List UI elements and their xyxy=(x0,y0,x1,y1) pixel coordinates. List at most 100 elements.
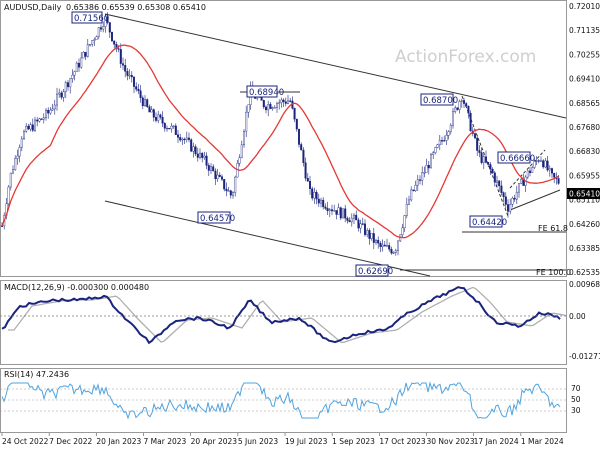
candle-body xyxy=(152,109,155,118)
candle-body xyxy=(86,44,89,57)
candle-body xyxy=(498,180,501,187)
annotation-0.68940: 0.68940 xyxy=(246,85,284,98)
annotation-0.64420: 0.64420 xyxy=(469,215,507,228)
date-tick-label: 30 Nov 2023 xyxy=(427,437,475,446)
candle-body xyxy=(463,100,466,104)
macd-main-line xyxy=(1,286,561,345)
candle-body xyxy=(513,197,516,200)
candle-body xyxy=(511,197,514,205)
candle-body xyxy=(132,76,135,87)
moving-average-line xyxy=(1,44,559,239)
main-panel-frame xyxy=(0,0,567,277)
candle-body xyxy=(262,100,265,108)
candle-body xyxy=(537,160,540,162)
svg-text:0.65410: 0.65410 xyxy=(569,190,600,199)
date-tick-label: 1 Sep 2023 xyxy=(332,437,375,446)
candle-body xyxy=(403,215,406,229)
candle-body xyxy=(185,137,188,140)
rsi-axis: 70 50 30 xyxy=(571,384,581,415)
candle-body xyxy=(150,109,153,113)
candle-body xyxy=(465,103,468,107)
chart-title: AUDUSD,Daily xyxy=(4,3,62,12)
price-tick-label: 0.70255 xyxy=(569,50,600,59)
candle-body xyxy=(126,71,129,76)
candle-body xyxy=(170,125,173,130)
candle-body xyxy=(205,155,208,166)
candle-body xyxy=(157,114,160,121)
candle-body xyxy=(487,162,490,165)
candle-body xyxy=(482,156,485,163)
candle-body xyxy=(557,178,560,184)
candle-body xyxy=(405,203,408,216)
candle-body xyxy=(509,204,512,212)
date-tick-label: 19 Jul 2023 xyxy=(285,437,328,446)
candle-body xyxy=(135,86,138,90)
candle-body xyxy=(278,102,281,104)
macd-tick-top: 0.009684 xyxy=(569,280,600,289)
candle-body xyxy=(342,208,345,219)
candle-body xyxy=(88,44,91,46)
candle-body xyxy=(383,244,386,247)
current-price-marker: 0.65410 xyxy=(567,188,600,199)
candle-body xyxy=(390,249,393,254)
candle-body xyxy=(117,48,120,50)
candle-body xyxy=(148,106,151,113)
candle-body xyxy=(174,125,177,135)
candle-body xyxy=(214,170,217,180)
candle-body xyxy=(161,117,164,124)
candle-body xyxy=(353,214,356,219)
candle-body xyxy=(300,144,303,151)
candle-body xyxy=(56,93,59,106)
candle-body xyxy=(379,242,382,247)
svg-text:0.64420: 0.64420 xyxy=(472,218,507,228)
candle-body xyxy=(408,199,411,205)
candle-body xyxy=(287,100,290,104)
candle-body xyxy=(520,178,523,184)
candle-body xyxy=(45,109,48,118)
channel-lower-line xyxy=(104,200,431,277)
candle-body xyxy=(203,155,206,158)
candle-body xyxy=(416,179,419,186)
candle-body xyxy=(474,133,477,139)
watermark: ActionForex.com xyxy=(395,47,536,67)
candle-body xyxy=(20,138,23,148)
candle-body xyxy=(306,178,309,182)
candle-body xyxy=(302,149,305,163)
candle-body xyxy=(333,210,336,212)
candle-body xyxy=(531,167,534,173)
price-axis: 0.72010 0.71135 0.70255 0.69410 0.68565 0.676… xyxy=(569,2,600,277)
candle-body xyxy=(265,106,268,111)
candle-body xyxy=(77,62,80,68)
candle-body xyxy=(280,99,283,103)
annotation-0.71560: 0.71560 xyxy=(71,11,109,24)
candle-body xyxy=(95,36,98,40)
candle-body xyxy=(124,65,127,72)
price-tick-label: 0.71135 xyxy=(569,26,600,35)
candle-body xyxy=(227,190,230,192)
candle-body xyxy=(40,118,43,120)
candle-body xyxy=(212,166,215,172)
candle-body xyxy=(66,82,69,88)
candle-body xyxy=(27,125,30,130)
price-tick-label: 0.65110 xyxy=(569,196,600,205)
candle-body xyxy=(388,245,391,250)
candle-body xyxy=(421,172,424,181)
candle-body xyxy=(137,88,140,92)
candle-body xyxy=(540,160,543,162)
price-tick-label: 0.66830 xyxy=(569,147,600,156)
price-tick-label: 0.68565 xyxy=(569,99,600,108)
date-axis: 24 Oct 2022 7 Dec 2022 20 Jan 2023 7 Mar 20… xyxy=(1,433,564,446)
candle-body xyxy=(104,16,107,27)
rsi-tick-30: 30 xyxy=(571,406,581,415)
candle-body xyxy=(317,198,320,204)
ohlc-readout: 0.65386 0.65539 0.65308 0.65410 xyxy=(66,3,206,12)
svg-text:0.64570: 0.64570 xyxy=(200,214,235,224)
candle-body xyxy=(143,99,146,107)
candle-body xyxy=(320,199,323,204)
candle-body xyxy=(485,156,488,163)
candle-body xyxy=(47,109,50,114)
candle-body xyxy=(242,130,245,146)
candle-body xyxy=(282,99,285,102)
candle-body xyxy=(544,160,547,168)
candle-body xyxy=(218,174,221,177)
